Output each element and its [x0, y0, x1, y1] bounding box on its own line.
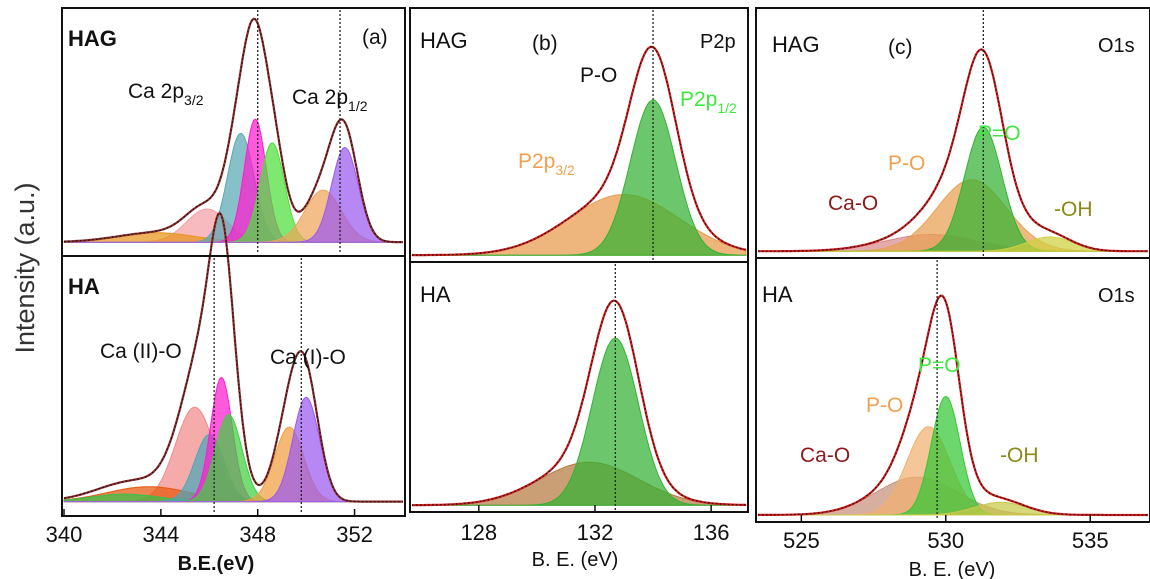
panel-c-x-axis-label: B. E. (eV): [909, 559, 996, 579]
x-tick-label: 340: [46, 522, 83, 547]
envelope-fit-b1: [412, 299, 747, 507]
x-tick-label: 352: [336, 522, 373, 547]
peak-label-hag-oh: -OH: [1054, 198, 1093, 221]
peak-label-ca-2p3-2: Ca 2p3/2: [128, 80, 204, 108]
peak-label-p-o: P-O: [580, 64, 617, 87]
panel-a-label: (a): [362, 26, 388, 49]
peak-label-ca-ii-o: Ca (II)-O: [100, 340, 182, 363]
x-tick-label: 525: [783, 528, 820, 553]
experimental-data-a0: [63, 18, 404, 243]
panel-a-hag-plot: [63, 10, 404, 254]
panel-b: 128 132 136 HAG HA (b) P2p P-O P2p1/2 P2p3…: [409, 7, 749, 571]
x-tick-label: 535: [1072, 528, 1109, 553]
panel-b-x-axis-label: B. E. (eV): [532, 549, 619, 571]
panel-a-x-ticks: 340 344 348 352: [46, 509, 373, 547]
peak-label-hag-p-double-o: P=O: [978, 122, 1021, 145]
y-axis-label: Intensity (a.u.): [10, 182, 40, 353]
x-tick-label: 136: [693, 520, 730, 545]
panel-c-x-ticks: 525 530 535: [783, 515, 1109, 553]
panel-a-hag-sample-label: HAG: [68, 26, 117, 51]
panel-a-frame: [61, 7, 406, 517]
panel-b-ha-sample-label: HA: [420, 282, 451, 307]
x-tick-label: 348: [239, 522, 276, 547]
component-peak-a1-5: [64, 414, 403, 503]
peak-label-hag-ca-o: Ca-O: [828, 192, 878, 215]
panel-b-hag-plot: [411, 10, 747, 260]
x-tick-label: 128: [460, 520, 497, 545]
x-tick-label: 344: [142, 522, 179, 547]
experimental-data-c1: [758, 295, 1148, 516]
panel-b-x-ticks: 128 132 136: [460, 505, 730, 545]
x-tick-label: 530: [927, 528, 964, 553]
peak-label-ha-p-o: P-O: [866, 394, 903, 417]
peak-label-ca-2p1-2: Ca 2p1/2: [292, 86, 368, 114]
panel-b-hag-sample-label: HAG: [420, 28, 468, 53]
peak-label-ca-i-o: Ca (I)-O: [270, 346, 346, 369]
experimental-data-b0: [412, 46, 747, 256]
x-tick-label: 132: [577, 520, 614, 545]
panel-b-core-level: P2p: [700, 31, 736, 53]
panel-a: 340 344 348 352 HAG HA (a) Ca 2p3/2 Ca 2p1/…: [46, 7, 406, 575]
peak-label-ha-p-double-o: P=O: [918, 354, 961, 377]
panel-c-hag-plot: [758, 10, 1148, 256]
peak-label-p2p1-2: P2p1/2: [680, 88, 737, 116]
panel-c-ha-core-level: O1s: [1098, 285, 1135, 307]
panel-b-label: (b): [532, 32, 558, 55]
component-peak-a0-6: [64, 146, 403, 243]
panel-b-ha-plot: [412, 264, 747, 510]
panel-c: 525 530 535 HAG HA (c) O1s O1s P=O P-O Ca-…: [755, 7, 1150, 579]
peak-label-p2p3-2: P2p3/2: [518, 150, 575, 178]
panel-a-ha-plot: [63, 211, 403, 514]
panel-a-ha-sample-label: HA: [68, 274, 100, 299]
panel-c-ha-plot: [757, 260, 1148, 520]
panel-c-label: (c): [888, 36, 913, 59]
experimental-data-c0: [758, 48, 1148, 252]
panel-a-x-axis-label: B.E.(eV): [178, 553, 255, 575]
panel-b-frame: [409, 7, 749, 513]
peak-label-hag-p-o: P-O: [888, 152, 925, 175]
panel-c-ha-sample-label: HA: [762, 282, 793, 307]
peak-label-ha-oh: -OH: [1000, 444, 1039, 467]
panel-c-hag-sample-label: HAG: [772, 32, 820, 57]
experimental-data-a1: [63, 212, 403, 503]
component-peak-b1-1: [412, 337, 746, 506]
panel-c-hag-core-level: O1s: [1098, 35, 1135, 57]
peak-label-ha-ca-o: Ca-O: [800, 444, 850, 467]
panel-c-frame: [755, 7, 1150, 523]
